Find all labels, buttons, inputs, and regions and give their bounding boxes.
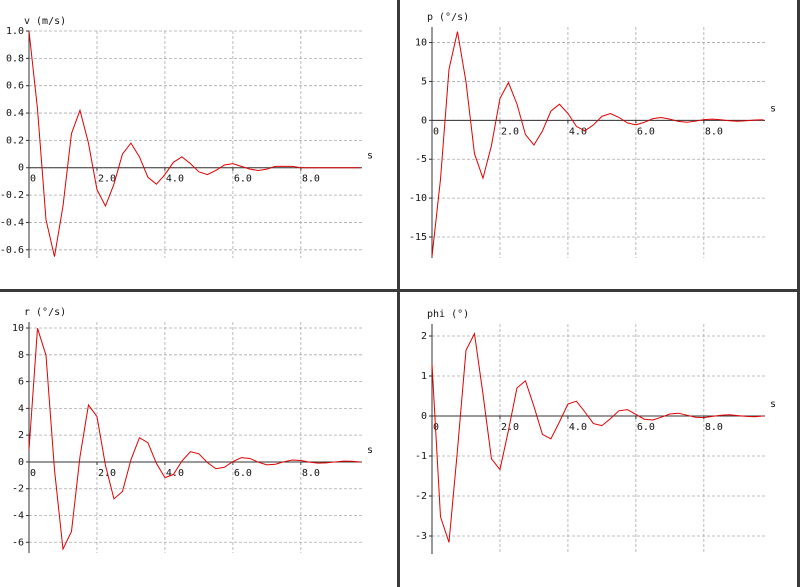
x-tick-label: 2.0	[501, 422, 519, 433]
y-tick-label: 1.0	[6, 26, 24, 37]
x-tick-label: 2.0	[98, 174, 116, 185]
y-tick-label: -0.2	[0, 190, 24, 201]
panel	[400, 0, 797, 289]
y-tick-label: -2	[415, 491, 427, 502]
x-tick-label: 6.0	[234, 174, 252, 185]
y-tick-label: 0.2	[6, 135, 24, 146]
y-axis-title: r (°/s)	[24, 307, 66, 318]
x-tick-label: 4.0	[166, 174, 184, 185]
y-tick-label: 10	[415, 38, 427, 49]
x-tick-label: 2.0	[501, 126, 519, 137]
data-line	[28, 30, 361, 257]
y-tick-label: 1	[421, 371, 427, 382]
x-axis-title: s	[770, 399, 776, 410]
y-tick-label: 0	[421, 411, 427, 422]
y-tick-label: 10	[12, 323, 24, 334]
x-tick-label: 4.0	[166, 468, 184, 479]
y-tick-label: 0.6	[6, 81, 24, 92]
y-tick-label: 0.8	[6, 53, 24, 64]
y-axis-title: v (m/s)	[24, 16, 66, 27]
y-tick-label: 0	[18, 457, 24, 468]
x-tick-label: 8.0	[705, 126, 723, 137]
x-tick-label: 8.0	[302, 174, 320, 185]
panel	[0, 0, 397, 289]
y-axis-title: p (°/s)	[427, 12, 469, 23]
panel	[0, 292, 397, 587]
y-tick-label: -0.6	[0, 245, 24, 256]
y-tick-label: -15	[409, 232, 427, 243]
y-tick-label: 8	[18, 350, 24, 361]
y-tick-label: -6	[12, 537, 24, 548]
y-tick-label: -1	[415, 451, 427, 462]
y-tick-label: -10	[409, 193, 427, 204]
y-tick-label: -2	[12, 484, 24, 495]
y-tick-label: -4	[12, 511, 24, 522]
y-tick-label: 4	[18, 403, 24, 414]
y-tick-label: -5	[415, 154, 427, 165]
x-tick-label: 0	[433, 126, 439, 137]
x-axis-title: s	[770, 103, 776, 114]
y-tick-label: 2	[421, 331, 427, 342]
y-tick-label: 0.4	[6, 108, 24, 119]
x-axis-title: s	[367, 151, 373, 162]
y-tick-label: 0	[421, 115, 427, 126]
y-tick-label: -3	[415, 531, 427, 542]
y-tick-label: 6	[18, 377, 24, 388]
data-line	[28, 328, 361, 551]
x-tick-label: 4.0	[569, 126, 587, 137]
x-tick-label: 0	[30, 468, 36, 479]
x-tick-label: 6.0	[637, 422, 655, 433]
x-tick-label: 4.0	[569, 422, 587, 433]
x-tick-label: 8.0	[705, 422, 723, 433]
x-tick-label: 2.0	[98, 468, 116, 479]
data-line	[431, 331, 764, 543]
y-tick-label: 5	[421, 76, 427, 87]
y-tick-label: 0	[18, 163, 24, 174]
data-line	[431, 31, 764, 257]
x-axis-title: s	[367, 445, 373, 456]
y-tick-label: 2	[18, 430, 24, 441]
x-tick-label: 8.0	[302, 468, 320, 479]
y-axis-title: phi (°)	[427, 309, 469, 320]
x-tick-label: 6.0	[637, 126, 655, 137]
y-tick-label: -0.4	[0, 217, 24, 228]
x-tick-label: 6.0	[234, 468, 252, 479]
x-tick-label: 0	[30, 174, 36, 185]
panel	[400, 292, 797, 587]
